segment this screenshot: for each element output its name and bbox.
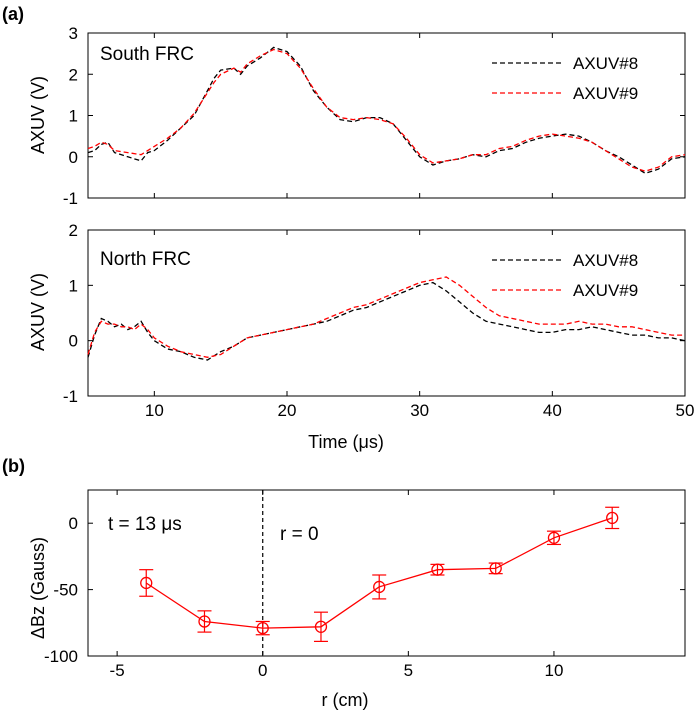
data-point xyxy=(431,563,444,576)
x-tick-label: 40 xyxy=(543,401,562,420)
south-frc-panel: South FRC AXUV (V) -1 0 1 2 3 AXUV#8 AXUV#9 xyxy=(28,24,686,208)
delta-bz-y-axis-label: ΔBz (Gauss) xyxy=(28,537,48,639)
y-tick-label: -100 xyxy=(44,647,78,666)
legend-label: AXUV#8 xyxy=(573,54,638,73)
data-point xyxy=(489,562,502,575)
y-tick-label: -1 xyxy=(63,189,78,208)
north-frc-y-axis-label: AXUV (V) xyxy=(28,273,48,351)
x-tick-label: 10 xyxy=(145,401,164,420)
time-annotation: t = 13 μs xyxy=(108,514,182,535)
y-tick-label: 0 xyxy=(69,514,78,533)
y-tick-label: -1 xyxy=(63,387,78,406)
north-frc-annotation: North FRC xyxy=(100,249,191,270)
panel-label-a: (a) xyxy=(2,4,24,24)
north-frc-panel: North FRC AXUV (V) Time (μs) 10 20 30 40 50-… xyxy=(28,221,694,452)
x-tick-label: -5 xyxy=(110,661,125,680)
y-tick-label: 0 xyxy=(69,148,78,167)
r-zero-annotation: r = 0 xyxy=(280,524,319,545)
data-point xyxy=(140,576,153,590)
y-tick-label: 2 xyxy=(69,221,78,240)
y-tick-label: 1 xyxy=(69,276,78,295)
x-tick-label: 30 xyxy=(410,401,429,420)
series-line xyxy=(87,281,686,361)
time-axis-label: Time (μs) xyxy=(308,432,384,452)
panel-label-b: (b) xyxy=(2,456,25,476)
legend-label: AXUV#9 xyxy=(573,84,638,103)
series-line xyxy=(145,517,613,629)
data-point xyxy=(373,580,386,594)
axes-frame xyxy=(87,229,686,397)
x-tick-label: 20 xyxy=(278,401,297,420)
data-point xyxy=(198,615,211,628)
x-tick-label: 10 xyxy=(544,661,563,680)
y-tick-label: -50 xyxy=(53,581,78,600)
data-point xyxy=(606,511,619,525)
data-point xyxy=(547,531,561,544)
south-frc-y-axis-label: AXUV (V) xyxy=(28,76,48,154)
series-line xyxy=(87,276,685,358)
series-line xyxy=(87,48,686,172)
radius-axis-label: r (cm) xyxy=(322,690,369,710)
y-tick-label: 3 xyxy=(69,24,78,43)
data-point xyxy=(314,620,328,633)
legend-label: AXUV#8 xyxy=(573,251,638,270)
legend-label: AXUV#9 xyxy=(573,281,638,300)
south-frc-annotation: South FRC xyxy=(100,44,194,65)
y-tick-label: 1 xyxy=(69,107,78,126)
x-tick-label: 5 xyxy=(404,661,413,680)
x-tick-label: 50 xyxy=(676,401,695,420)
axes-frame xyxy=(87,489,686,657)
data-point xyxy=(256,621,269,635)
x-tick-label: 0 xyxy=(258,661,267,680)
delta-bz-panel: t = 13 μs r = 0 ΔBz (Gauss) r (cm) -5 0 5 1… xyxy=(28,489,686,710)
y-tick-label: 2 xyxy=(69,65,78,84)
y-tick-label: 0 xyxy=(69,332,78,351)
